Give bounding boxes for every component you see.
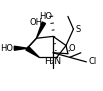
Text: H₂N: H₂N — [44, 57, 62, 66]
Polygon shape — [26, 47, 39, 57]
Text: Cl: Cl — [88, 57, 97, 66]
Polygon shape — [36, 22, 46, 38]
Text: HO: HO — [0, 44, 13, 53]
Text: '': '' — [67, 50, 71, 55]
Polygon shape — [14, 46, 27, 50]
Text: S: S — [75, 25, 81, 34]
Text: OH: OH — [30, 18, 43, 27]
Text: O: O — [69, 44, 75, 53]
Text: HO: HO — [39, 12, 52, 21]
